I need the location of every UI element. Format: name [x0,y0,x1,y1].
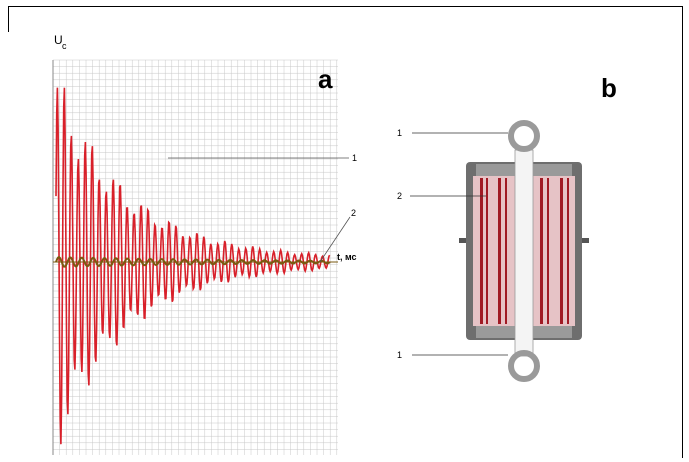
figure-frame-top [8,6,683,7]
panel-b-letter: b [601,73,617,103]
callout-label-b1-top: 1 [397,128,402,138]
device-illustration [459,120,589,382]
electrode-plate [498,178,501,324]
electrode-plate [486,178,488,324]
electrode-plate [547,178,549,324]
electrode-plate [560,178,563,324]
callout-line-2 [319,216,351,263]
time-axis-label: t, мс [337,252,357,262]
y-axis-label-subscript: c [62,41,67,51]
callout-label-1: 1 [352,153,357,163]
top-eyelet [508,120,540,152]
y-axis-label: U [54,33,63,47]
electrode-plate [505,178,507,324]
callout-label-b1-bottom: 1 [397,350,402,360]
callout-label-b2: 2 [397,191,402,201]
figure-frame-right [682,6,683,458]
central-rod [514,149,534,357]
panel-a-letter: a [318,64,333,94]
left-lug [459,238,471,243]
electrode-group [480,178,569,324]
callout-label-2: 2 [351,208,356,218]
electrode-plate [540,178,543,324]
right-lug [577,238,589,243]
bottom-eyelet [508,350,540,382]
electrode-plate [567,178,569,324]
figure-frame-left [8,6,9,32]
electrode-plate [480,178,483,324]
signal-curve-1 [55,87,331,445]
